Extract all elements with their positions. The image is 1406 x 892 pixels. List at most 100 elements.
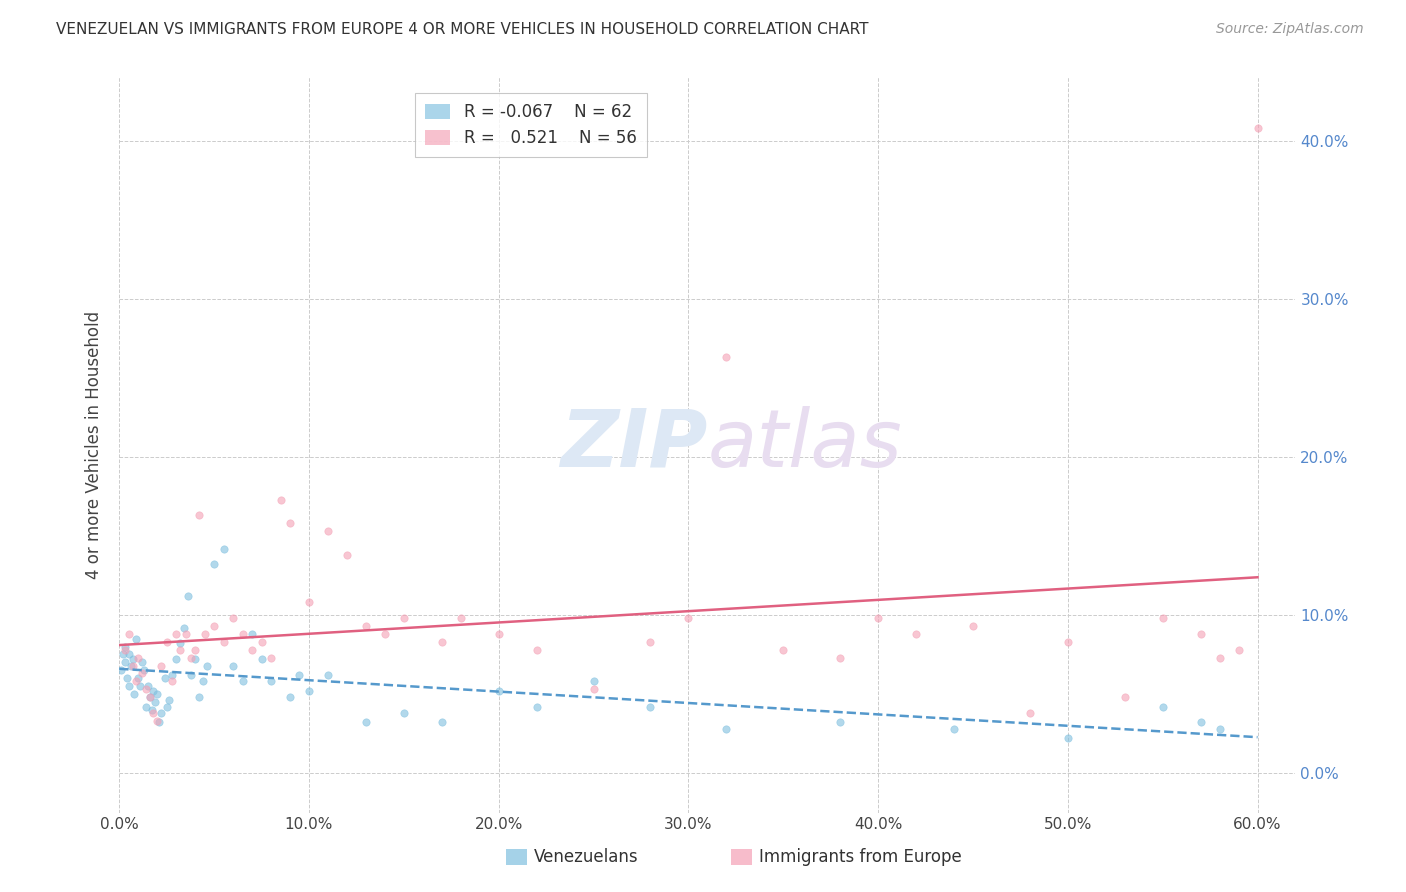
Point [157, 693, 180, 707]
Text: Venezuelans: Venezuelans [534, 848, 638, 866]
Point [212, 635, 235, 649]
Point [195, 658, 218, 673]
Point [124, 687, 146, 701]
Point [135, 699, 157, 714]
Point [176, 589, 198, 603]
Point [772, 642, 794, 657]
Point [146, 687, 169, 701]
Point [392, 706, 415, 720]
Point [298, 683, 321, 698]
Point [131, 656, 153, 670]
Point [1208, 722, 1230, 736]
Point [202, 619, 225, 633]
Point [488, 683, 510, 698]
Point [270, 492, 292, 507]
Point [392, 611, 415, 625]
Point [136, 679, 159, 693]
Point [135, 682, 157, 697]
Point [169, 636, 191, 650]
Point [169, 642, 191, 657]
Point [202, 558, 225, 572]
Point [156, 699, 179, 714]
Point [142, 683, 165, 698]
Point [374, 627, 396, 641]
Point [142, 706, 165, 720]
Point [180, 650, 202, 665]
Point [165, 652, 187, 666]
Point [278, 690, 301, 705]
Point [1152, 611, 1174, 625]
Point [125, 674, 148, 689]
Point [582, 682, 605, 697]
Point [582, 674, 605, 689]
Point [153, 671, 176, 685]
Point [905, 627, 928, 641]
Point [716, 722, 738, 736]
Point [120, 658, 142, 673]
Point [640, 699, 662, 714]
Point [1056, 635, 1078, 649]
Point [162, 668, 184, 682]
Point [1246, 121, 1268, 136]
Point [1227, 642, 1250, 657]
Point [118, 648, 141, 662]
Point [125, 632, 148, 646]
Point [212, 541, 235, 556]
Point [222, 611, 245, 625]
Point [830, 650, 852, 665]
Point [141, 703, 163, 717]
Point [336, 548, 359, 562]
Point [450, 611, 472, 625]
Point [430, 635, 453, 649]
Point [678, 611, 700, 625]
Y-axis label: 4 or more Vehicles in Household: 4 or more Vehicles in Household [86, 311, 103, 579]
Point [278, 516, 301, 531]
Point [526, 699, 548, 714]
Point [1208, 650, 1230, 665]
Point [114, 640, 136, 654]
Point [868, 611, 890, 625]
Point [148, 715, 170, 730]
Point [174, 627, 197, 641]
Point [173, 621, 195, 635]
Point [156, 635, 179, 649]
Point [127, 671, 149, 685]
Point [138, 690, 160, 705]
Point [232, 674, 254, 689]
Point [118, 627, 141, 641]
Point [354, 619, 377, 633]
Text: ZIP: ZIP [560, 406, 707, 484]
Point [430, 715, 453, 730]
Point [162, 674, 184, 689]
Point [180, 668, 202, 682]
Point [488, 627, 510, 641]
Point [138, 690, 160, 705]
Point [118, 679, 141, 693]
Point [194, 627, 217, 641]
Point [143, 695, 166, 709]
Point [240, 627, 263, 641]
Point [129, 679, 152, 693]
Point [1018, 706, 1040, 720]
Text: Immigrants from Europe: Immigrants from Europe [759, 848, 962, 866]
Point [316, 524, 339, 538]
Point [962, 619, 984, 633]
Text: atlas: atlas [707, 406, 903, 484]
Point [121, 652, 143, 666]
Point [1056, 731, 1078, 746]
Point [1189, 627, 1212, 641]
Point [110, 663, 132, 677]
Point [288, 668, 311, 682]
Point [114, 642, 136, 657]
Point [150, 658, 173, 673]
Point [316, 668, 339, 682]
Point [250, 652, 273, 666]
Point [188, 508, 211, 523]
Point [943, 722, 966, 736]
Point [188, 690, 211, 705]
Point [1114, 690, 1136, 705]
Point [222, 658, 245, 673]
Point [240, 642, 263, 657]
Point [640, 635, 662, 649]
Point [298, 595, 321, 609]
